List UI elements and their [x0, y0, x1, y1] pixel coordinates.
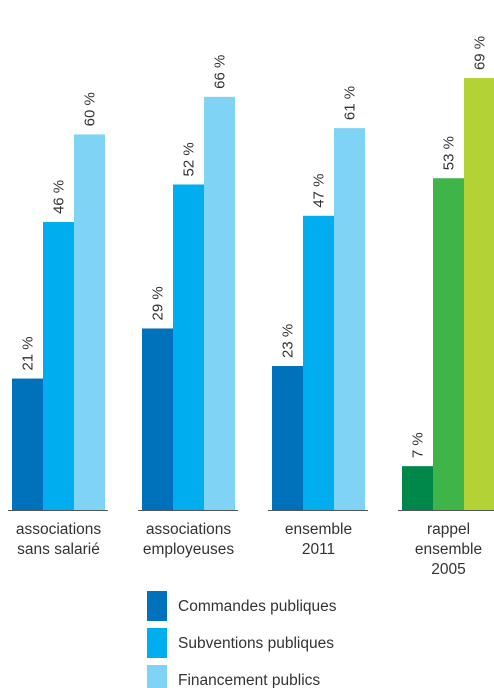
data-label-g2-s1: 29 %: [150, 286, 167, 320]
bar-g4-s1: [402, 466, 433, 510]
bar-g2-s1: [142, 328, 173, 510]
category-label-g3-line2: 2011: [302, 541, 335, 558]
data-label-g3-s1: 23 %: [280, 324, 297, 358]
data-label-g1-s2: 46 %: [51, 180, 68, 214]
data-label-g1-s1: 21 %: [20, 336, 37, 370]
legend-label-3: Financement publics: [178, 672, 320, 688]
legend-swatch-3: [147, 665, 167, 688]
data-label-g2-s3: 66 %: [212, 55, 229, 89]
data-label-g4-s2: 53 %: [441, 136, 458, 170]
category-label-g3-line1: ensemble: [285, 521, 352, 538]
data-label-g4-s3: 69 %: [472, 36, 489, 70]
bar-g3-s3: [334, 128, 365, 510]
bar-g3-s2: [303, 215, 334, 510]
data-label-g3-s3: 61 %: [342, 86, 359, 120]
data-label-g1-s3: 60 %: [82, 92, 99, 126]
bar-g4-s2: [433, 178, 464, 510]
category-label-g4-line3: 2005: [431, 561, 465, 578]
bar-g2-s2: [173, 184, 204, 511]
data-label-g2-s2: 52 %: [181, 142, 198, 176]
bar-g1-s2: [43, 222, 74, 511]
data-label-g3-s2: 47 %: [311, 174, 328, 208]
legend-label-2: Subventions publiques: [178, 635, 334, 652]
data-label-g4-s1: 7 %: [410, 432, 427, 458]
category-label-g2-line1: associations: [146, 521, 232, 538]
legend-swatch-1: [147, 591, 167, 621]
category-label-g1-line1: associations: [16, 521, 102, 538]
legend-label-1: Commandes publiques: [178, 598, 337, 615]
bar-g1-s3: [74, 134, 105, 510]
category-label-g4-line1: rappel: [427, 521, 470, 538]
category-label-g2-line2: employeuses: [143, 541, 235, 558]
bar-g1-s1: [12, 378, 43, 510]
category-label-g4-line2: ensemble: [415, 541, 482, 558]
category-label-g1-line2: sans salarié: [17, 541, 100, 558]
legend-swatch-2: [147, 628, 167, 658]
bar-g3-s1: [272, 366, 303, 510]
bar-g2-s3: [204, 96, 235, 510]
bar-g4-s3: [464, 78, 494, 510]
